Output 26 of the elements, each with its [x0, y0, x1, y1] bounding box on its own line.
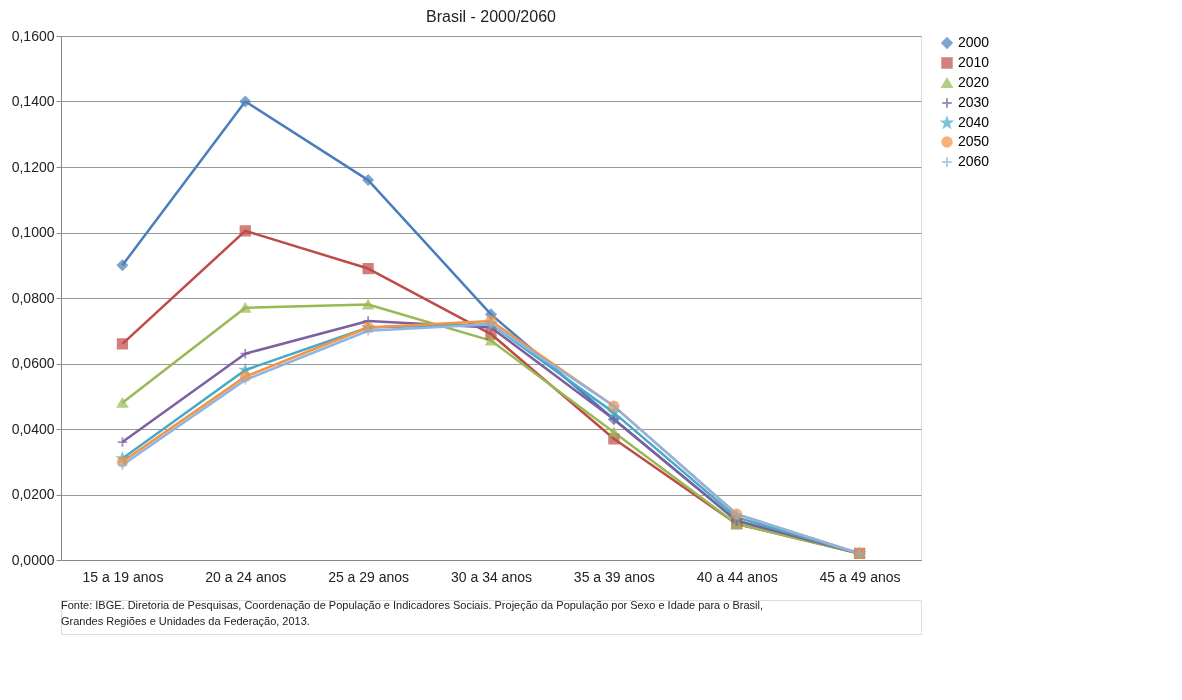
x-tick-label: 40 a 44 anos: [696, 568, 778, 585]
legend-label: 2000: [958, 34, 990, 50]
text: Grandes Regiões e Unidades da Federação, 2013.: [61, 615, 310, 627]
y-tick-label: 0,0400: [11, 420, 55, 437]
y-tick-label: 0,0600: [11, 355, 55, 371]
y-tick-label: 0,0800: [11, 289, 55, 306]
x-tick-label: 20 a 24 anos: [205, 568, 287, 585]
y-tick-label: 0,1200: [11, 158, 55, 175]
legend-label: 2050: [958, 133, 990, 149]
legend-label: 2040: [958, 114, 990, 130]
y-tick-label: 0,1000: [11, 224, 55, 240]
y-tick-label: 0,1400: [11, 93, 55, 109]
y-tick-label: 0,0000: [11, 551, 55, 568]
x-tick-label: 15 a 19 anos: [82, 568, 164, 585]
x-tick-label: 30 a 34 anos: [451, 568, 532, 585]
legend-label: 2020: [958, 74, 990, 90]
x-tick-label: 25 a 29 anos: [328, 568, 410, 585]
x-tick-label: 35 a 39 anos: [573, 568, 655, 585]
y-tick-label: 0,1600: [11, 27, 55, 44]
chart-title: Brasil - 2000/2060: [426, 8, 557, 25]
x-tick-label: 45 a 49 anos: [819, 568, 901, 585]
source-note: Fonte: IBGE. Diretoria de Pesquisas, Coordenação de População e Indicadores Sociais. Projeção da População por Sexo e Idade para o Brasil,: [61, 599, 763, 611]
legend-label: 2060: [958, 153, 990, 169]
legend-label: 2030: [958, 94, 990, 110]
legend-label: 2010: [958, 54, 990, 70]
y-tick-label: 0,0200: [11, 486, 55, 502]
